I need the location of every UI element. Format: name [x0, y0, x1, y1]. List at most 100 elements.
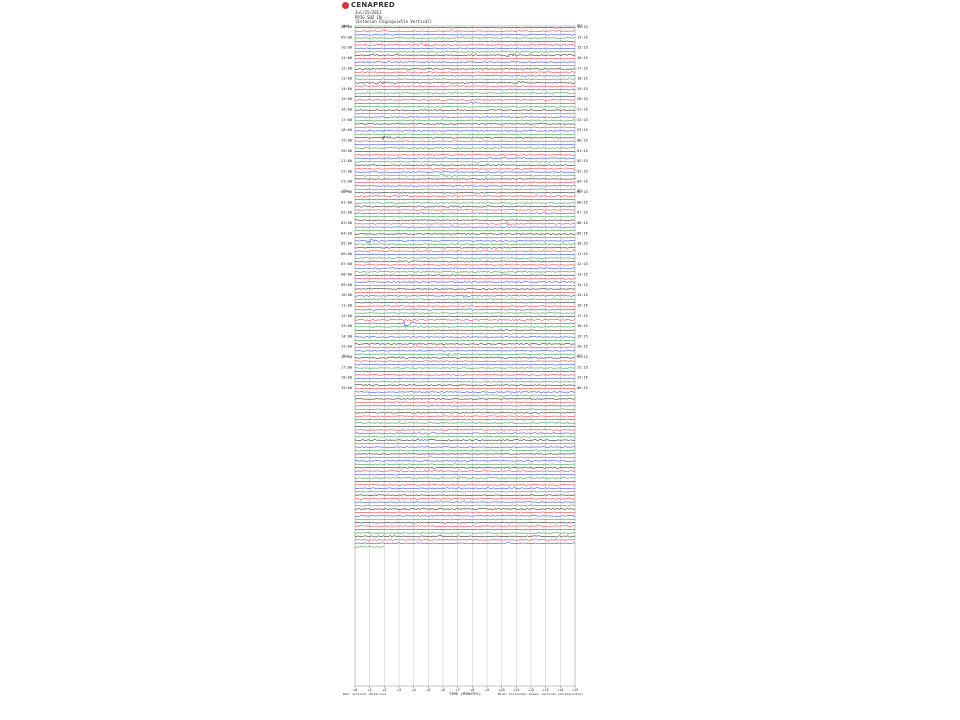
x-tick-label: +7 — [456, 688, 460, 692]
seismic-trace — [354, 501, 576, 503]
seismic-trace — [354, 398, 576, 400]
seismic-trace — [354, 363, 576, 366]
time-label-left: 09:00 — [341, 35, 352, 39]
seismic-trace — [354, 318, 576, 322]
seismic-trace — [354, 209, 576, 211]
seismic-trace — [354, 466, 576, 469]
seismic-trace — [354, 384, 576, 387]
time-label-left: 13:00 — [341, 77, 352, 81]
x-tick-label: +15 — [572, 688, 578, 692]
time-label-left: 19:00 — [341, 386, 352, 390]
x-tick-label: +11 — [513, 688, 519, 692]
time-label-left: 15:00 — [341, 97, 352, 101]
x-tick-label: +1 — [368, 688, 372, 692]
seismic-trace — [354, 75, 576, 77]
seismic-trace — [354, 80, 576, 85]
time-label-right: 17:15 — [577, 66, 588, 70]
time-label-right: 22:15 — [577, 365, 588, 369]
seismic-trace — [354, 181, 576, 184]
logo-icon — [342, 1, 349, 9]
time-label-left: 18:00 — [341, 128, 352, 132]
time-label-right: 12:15 — [577, 262, 588, 266]
date-marker-left: Wed — [343, 24, 349, 28]
seismic-trace — [354, 53, 576, 58]
seismic-trace — [354, 184, 576, 187]
seismic-trace — [354, 71, 576, 74]
x-axis-label: TIME (MINUTES) — [449, 691, 481, 696]
time-label-right: 15:15 — [577, 46, 588, 50]
time-label-right: 06:15 — [577, 200, 588, 204]
seismic-trace — [354, 350, 576, 352]
seismic-trace — [354, 219, 576, 221]
seismic-trace — [354, 291, 576, 293]
seismic-trace — [354, 154, 576, 156]
seismic-trace — [354, 68, 576, 70]
seismic-trace — [354, 470, 576, 473]
seismic-trace — [354, 459, 576, 462]
seismic-trace — [354, 98, 576, 101]
logo: CENAPRED — [342, 1, 395, 9]
seismic-trace — [355, 33, 576, 36]
seismic-trace — [354, 545, 385, 548]
seismic-trace — [354, 325, 576, 328]
time-label-left: 20:00 — [341, 149, 352, 153]
seismic-trace — [354, 167, 576, 170]
time-label-right: 20:15 — [577, 345, 588, 349]
seismic-trace — [354, 305, 576, 307]
seismic-trace — [354, 106, 575, 108]
time-label-right: 11:15 — [577, 252, 588, 256]
time-label-left: 11:00 — [341, 303, 352, 307]
timezone-marker-right: UTC — [577, 189, 583, 193]
seismic-trace — [354, 191, 575, 194]
time-label-left: 16:00 — [341, 108, 352, 112]
seismic-trace — [354, 133, 576, 135]
seismic-trace — [354, 391, 576, 394]
time-label-right: 22:15 — [577, 118, 588, 122]
time-label-right: 05:15 — [577, 190, 588, 194]
time-label-right: 00:15 — [577, 386, 588, 390]
seismic-trace — [354, 116, 576, 118]
time-label-right: 10:15 — [577, 242, 588, 246]
time-label-left: 12:00 — [341, 314, 352, 318]
seismic-trace — [354, 178, 576, 180]
seismic-trace — [354, 198, 576, 201]
time-label-left: 18:00 — [341, 376, 352, 380]
time-label-left: 15:00 — [341, 345, 352, 349]
seismic-trace — [354, 216, 576, 218]
seismic-trace — [354, 411, 576, 414]
time-label-right: 09:15 — [577, 231, 588, 235]
seismic-trace — [354, 147, 576, 150]
seismic-trace — [354, 387, 576, 390]
x-tick-label: +6 — [441, 688, 445, 692]
x-tick-label: +8 — [470, 688, 474, 692]
time-label-left: 10:00 — [341, 46, 352, 50]
seismic-trace — [354, 129, 576, 133]
time-label-right: 04:15 — [577, 180, 588, 184]
time-label-right: 17:15 — [577, 314, 588, 318]
seismic-trace — [354, 367, 576, 369]
seismic-trace — [354, 119, 576, 122]
seismic-trace — [354, 161, 576, 163]
seismic-trace — [354, 267, 576, 270]
seismic-trace — [354, 195, 576, 198]
seismic-trace — [354, 47, 576, 49]
seismic-trace — [354, 140, 576, 142]
seismic-trace — [354, 188, 576, 190]
time-label-right: 18:15 — [577, 324, 588, 328]
x-tick-label: +14 — [557, 688, 563, 692]
time-label-right: 01:15 — [577, 149, 588, 153]
seismic-trace — [354, 453, 576, 455]
seismic-trace — [354, 109, 576, 112]
seismic-trace — [354, 91, 576, 95]
seismic-trace — [354, 332, 576, 335]
site-line: (Estacion Chipiquixtle Vertical) — [355, 19, 433, 24]
seismic-trace — [354, 463, 576, 465]
seismic-trace — [354, 288, 576, 290]
seismic-trace — [354, 274, 576, 277]
seismic-trace — [354, 380, 576, 383]
seismic-trace — [354, 477, 576, 479]
plot-frame — [354, 25, 576, 687]
seismic-trace — [354, 202, 576, 204]
seismic-trace — [354, 473, 576, 476]
seismic-trace — [354, 294, 576, 298]
